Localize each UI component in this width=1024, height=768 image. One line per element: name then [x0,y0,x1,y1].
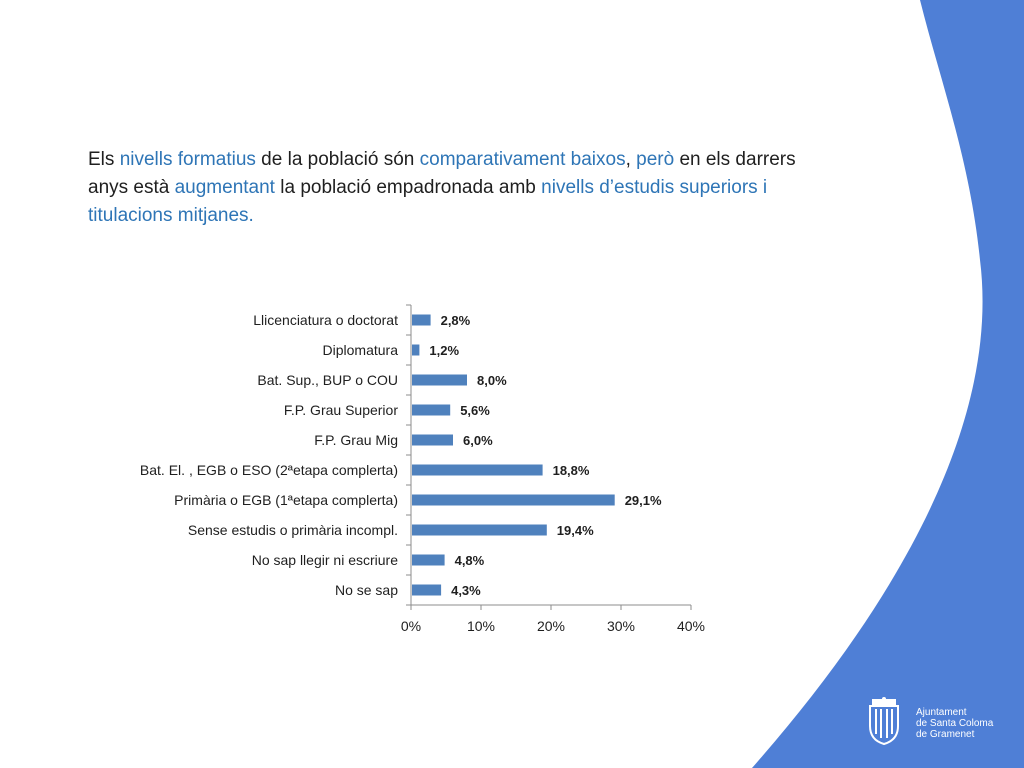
x-tick-label: 30% [607,618,635,634]
x-tick-label: 20% [537,618,565,634]
bar [412,374,467,386]
blue-wave-shape [752,0,1024,768]
category-label: Bat. El. , EGB o ESO (2ªetapa complerta) [140,462,398,478]
category-label: No se sap [335,582,398,598]
data-label: 29,1% [625,493,662,508]
category-label: Primària o EGB (1ªetapa complerta) [174,492,398,508]
coat-of-arms-icon [869,697,899,746]
bar [412,344,420,356]
bar [412,404,451,416]
data-label: 2,8% [441,313,471,328]
category-label: Sense estudis o primària incompl. [188,522,398,538]
logo-line: de Gramenet [916,729,975,740]
bar [412,494,615,506]
category-label: F.P. Grau Mig [314,432,398,448]
data-label: 6,0% [463,433,493,448]
chart-labels: 0% 10% 20% 30% 40% Llicenciatura o doctorat 2,… [140,312,705,634]
category-label: Diplomatura [323,342,399,358]
intro-text: la població empadronada amb [274,177,542,198]
chart-bars [412,314,615,596]
intro-highlight: nivells formatius [119,149,256,170]
data-label: 4,8% [455,553,485,568]
bar [412,314,431,326]
category-label: F.P. Grau Superior [284,402,398,418]
bar [412,524,547,536]
bar [412,554,445,566]
data-label: 4,3% [451,583,481,598]
bar [412,434,453,446]
logo-line: de Santa Coloma [916,718,994,729]
category-label: Llicenciatura o doctorat [253,312,398,328]
chart-axes [406,304,692,610]
intro-text: , [625,149,637,170]
intro-text: Els [88,149,120,170]
data-label: 18,8% [553,463,590,478]
logo-text: Ajuntament de Santa Coloma de Gramenet [916,707,993,740]
intro-paragraph: Els nivells formatius de la població són… [88,146,808,230]
data-label: 8,0% [477,373,507,388]
data-label: 5,6% [460,403,490,418]
intro-highlight: però [636,149,675,170]
logo-line: Ajuntament [916,707,967,718]
x-tick-label: 0% [401,618,421,634]
intro-text: de la població són [255,149,420,170]
intro-highlight: nivells d’estudis superiors i titulacion… [88,177,768,226]
category-label: Bat. Sup., BUP o COU [257,372,398,388]
x-tick-label: 10% [467,618,495,634]
data-label: 1,2% [429,343,459,358]
bar [412,464,543,476]
x-tick-label: 40% [677,618,705,634]
intro-highlight: augmentant [174,177,275,198]
category-label: No sap llegir ni escriure [252,552,398,568]
intro-text: en els darrers anys està [88,149,796,198]
bar [412,584,442,596]
data-label: 19,4% [557,523,594,538]
ajuntament-logo: Ajuntament de Santa Coloma de Gramenet [860,696,1010,752]
intro-highlight: comparativament baixos [419,149,626,170]
